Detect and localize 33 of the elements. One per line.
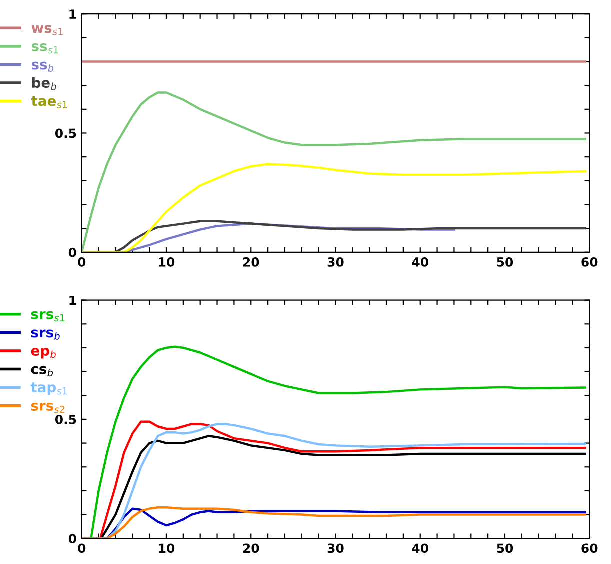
legend-label: ss$_{s1}$	[32, 44, 58, 54]
x-tick-label: 40	[412, 544, 428, 554]
legend-label: tap$_{s1}$	[30, 382, 68, 396]
x-tick-label: 0	[78, 544, 86, 554]
x-tick-label: 50	[497, 257, 514, 267]
legend-label: srs$_{b}$	[31, 330, 60, 340]
y-tick-label: 0	[68, 248, 76, 258]
legend-label: ep$_{b}$	[31, 348, 56, 359]
y-tick-label: 0.5	[55, 414, 76, 424]
line-series	[82, 92, 586, 252]
x-tick-label: 10	[159, 257, 175, 267]
x-tick-label: 0	[78, 257, 86, 267]
x-tick-label: 60	[582, 544, 598, 554]
legend-label: cs$_{b}$	[31, 366, 54, 377]
x-tick-label: 40	[412, 257, 428, 267]
x-tick-label: 60	[582, 257, 598, 267]
x-tick-label: 30	[328, 544, 344, 554]
x-tick-label: 20	[243, 257, 260, 267]
line-series	[82, 163, 586, 252]
y-tick-label: 0.5	[55, 128, 76, 138]
y-tick-label: 1	[70, 10, 76, 19]
legend-label: srs$_{s1}$	[31, 311, 65, 322]
y-tick-label: 0	[68, 534, 76, 544]
legend-label: be$_{b}$	[32, 77, 56, 90]
legend-label: ws$_{s1}$	[32, 25, 63, 36]
legend-label: srs$_{s2}$	[31, 403, 64, 414]
x-tick-label: 50	[497, 544, 514, 554]
x-tick-label: 10	[159, 544, 175, 554]
x-tick-label: 20	[243, 544, 260, 554]
y-tick-label: 1	[70, 296, 76, 306]
x-tick-label: 30	[328, 257, 344, 267]
legend-label: ss$_{b}$	[32, 62, 54, 72]
legend-label: tae$_{s1}$	[31, 96, 68, 109]
